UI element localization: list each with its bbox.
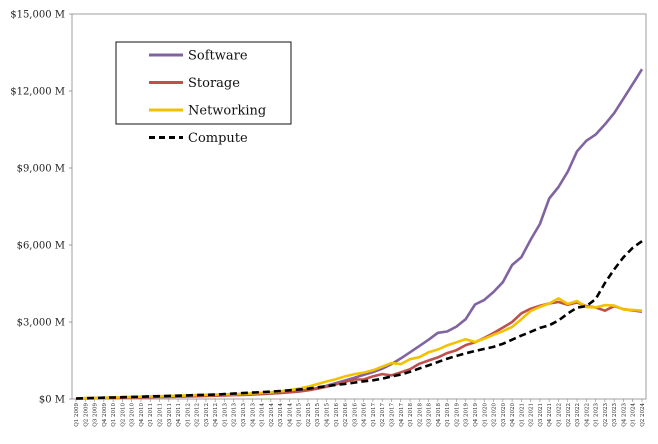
x-tick-label: Q4 2011 <box>176 403 182 427</box>
x-tick-label: Q2 2023 <box>603 403 609 427</box>
x-tick-label: Q2 2018 <box>417 403 423 427</box>
x-tick-label: Q4 2022 <box>584 403 590 427</box>
x-tick-label: Q4 2014 <box>287 403 293 427</box>
x-tick-label: Q1 2024 <box>631 403 637 427</box>
y-tick-label: $0 M <box>39 395 65 406</box>
x-tick-label: Q3 2019 <box>464 403 470 427</box>
x-tick-label: Q1 2021 <box>519 403 525 427</box>
x-tick-label: Q1 2022 <box>556 403 562 427</box>
x-tick-label: Q4 2021 <box>547 403 553 427</box>
x-tick-label: Q4 2009 <box>102 403 108 427</box>
x-tick-label: Q1 2015 <box>297 403 303 427</box>
x-tick-label: Q4 2010 <box>139 403 145 427</box>
x-tick-label: Q2 2021 <box>529 403 535 427</box>
x-tick-label: Q3 2013 <box>241 403 247 427</box>
x-tick-label: Q4 2016 <box>362 403 368 427</box>
x-tick-label: Q1 2009 <box>74 403 80 427</box>
y-tick-label: $15,000 M <box>10 10 65 21</box>
y-tick-label: $12,000 M <box>10 87 65 98</box>
legend: Software Storage Networking Compute <box>115 41 292 146</box>
x-tick-label: Q1 2017 <box>371 403 377 427</box>
x-tick-label: Q3 2021 <box>538 403 544 427</box>
y-tick-label: $9,000 M <box>17 164 65 175</box>
x-tick-label: Q3 2014 <box>278 403 284 427</box>
legend-label-software: Software <box>188 49 248 64</box>
legend-box <box>115 41 292 125</box>
x-tick-label: Q2 2013 <box>232 403 238 427</box>
legend-label-storage: Storage <box>188 76 240 91</box>
x-tick-label: Q4 2012 <box>213 403 219 427</box>
x-tick-label: Q2 2012 <box>195 403 201 427</box>
x-tick-label: Q2 2017 <box>380 403 386 427</box>
x-tick-label: Q3 2022 <box>575 403 581 427</box>
x-tick-label: Q3 2020 <box>501 403 507 427</box>
x-tick-label: Q2 2016 <box>343 403 349 427</box>
x-tick-label: Q1 2020 <box>482 403 488 427</box>
legend-label-compute: Compute <box>188 131 248 146</box>
x-tick-label: Q3 2009 <box>93 403 99 427</box>
x-tick-label: Q1 2013 <box>222 403 228 427</box>
x-tick-label: Q1 2012 <box>185 403 191 427</box>
x-tick-label: Q1 2011 <box>148 403 154 427</box>
x-tick-label: Q2 2015 <box>306 403 312 427</box>
x-tick-label: Q2 2011 <box>158 403 164 427</box>
x-tick-label: Q3 2015 <box>315 403 321 427</box>
x-tick-label: Q1 2016 <box>334 403 340 427</box>
x-tick-label: Q1 2018 <box>408 403 414 427</box>
y-tick-label: $3,000 M <box>17 318 65 329</box>
x-tick-label: Q4 2013 <box>250 403 256 427</box>
plot-area <box>71 13 647 400</box>
y-axis: $0 M $3,000 M $6,000 M $9,000 M $12,000 M $15… <box>10 10 72 406</box>
x-tick-label: Q3 2018 <box>427 403 433 427</box>
x-tick-label: Q3 2010 <box>130 403 136 427</box>
x-tick-label: Q2 2024 <box>640 403 646 427</box>
x-tick-label: Q1 2019 <box>445 403 451 427</box>
x-tick-label: Q4 2019 <box>473 403 479 427</box>
x-tick-label: Q4 2020 <box>510 403 516 427</box>
x-tick-label: Q2 2020 <box>492 403 498 427</box>
x-tick-label: Q4 2018 <box>436 403 442 427</box>
series-line-compute <box>75 240 643 400</box>
x-tick-label: Q2 2022 <box>566 403 572 427</box>
x-tick-label: Q4 2023 <box>621 403 627 427</box>
y-tick-label: $6,000 M <box>17 241 65 252</box>
x-tick-label: Q2 2010 <box>120 403 126 427</box>
x-tick-label: Q4 2015 <box>325 403 331 427</box>
x-tick-label: Q4 2017 <box>399 403 405 427</box>
x-tick-label: Q1 2023 <box>594 403 600 427</box>
x-tick-label: Q2 2009 <box>83 403 89 427</box>
x-tick-label: Q3 2011 <box>167 403 173 427</box>
x-tick-label: Q3 2012 <box>204 403 210 427</box>
x-axis: Q1 2009 Q2 2009 Q3 2009 Q4 2009 Q1 2010 Q2 20… <box>74 399 646 427</box>
x-tick-label: Q1 2014 <box>260 403 266 427</box>
x-tick-label: Q3 2017 <box>389 403 395 427</box>
series-layer <box>75 68 644 400</box>
legend-label-networking: Networking <box>188 104 266 119</box>
x-tick-label: Q3 2023 <box>612 403 618 427</box>
x-tick-label: Q3 2016 <box>352 403 358 427</box>
x-tick-label: Q2 2014 <box>269 403 275 427</box>
x-tick-label: Q2 2019 <box>454 403 460 427</box>
x-tick-label: Q1 2010 <box>111 403 117 427</box>
